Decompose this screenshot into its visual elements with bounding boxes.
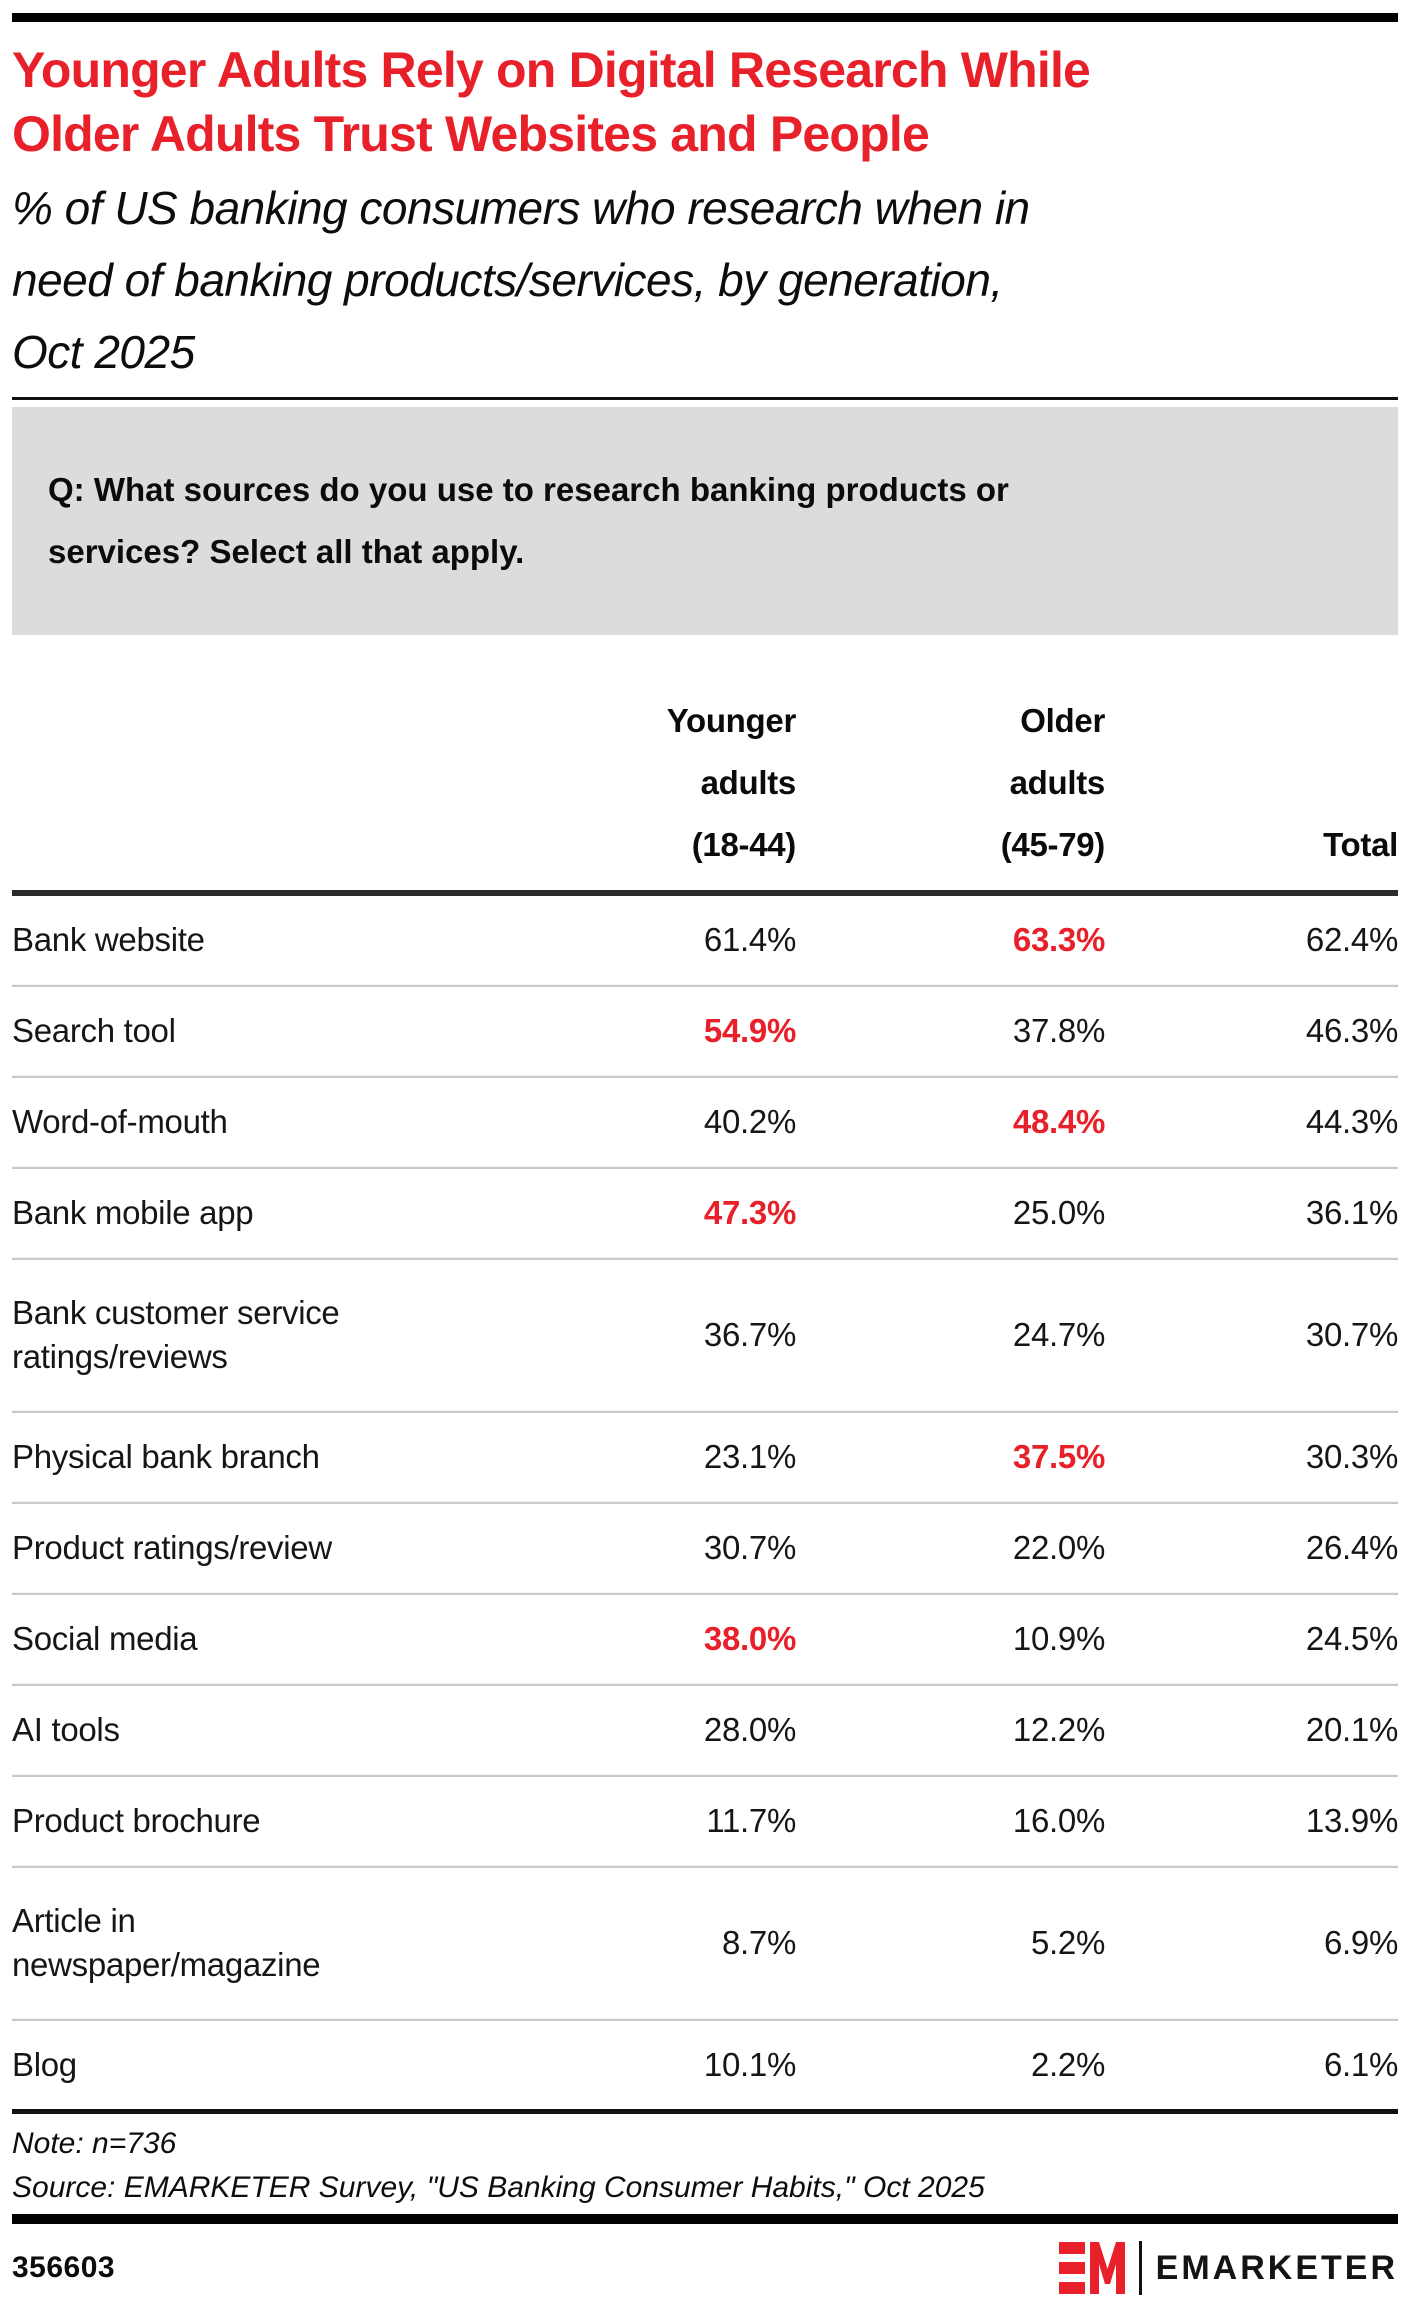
row-label: Physical bank branch <box>12 1438 320 1475</box>
cell-total: 30.3% <box>1305 1438 1398 1475</box>
cell-younger: 23.1% <box>703 1438 796 1475</box>
table-row-search-tool: Search tool 54.9% 37.8% 46.3% <box>12 987 1398 1075</box>
row-label: Product ratings/review <box>12 1529 332 1566</box>
cell-younger: 11.7% <box>706 1802 796 1839</box>
table-row-ai-tools: AI tools 28.0% 12.2% 20.1% <box>12 1686 1398 1774</box>
footer-rule <box>12 2214 1398 2224</box>
table-row-social-media: Social media 38.0% 10.9% 24.5% <box>12 1595 1398 1683</box>
cell-total: 6.1% <box>1323 2046 1398 2083</box>
cell-total: 26.4% <box>1305 1529 1398 1566</box>
cell-older: 25.0% <box>1012 1194 1105 1231</box>
row-separator <box>12 1774 1398 1777</box>
emarketer-logo: EMARKETER <box>1058 2240 1398 2296</box>
cell-total: 20.1% <box>1305 1711 1398 1748</box>
note-text: Note: n=736 <box>12 2127 177 2160</box>
cell-younger: 38.0% <box>703 1620 796 1657</box>
cell-total: 44.3% <box>1305 1103 1398 1140</box>
cell-younger: 54.9% <box>703 1012 796 1049</box>
cell-younger: 10.1% <box>703 2046 796 2083</box>
table-row-word-of-mouth: Word-of-mouth 40.2% 48.4% 44.3% <box>12 1078 1398 1166</box>
column-header-younger-adults: Younger adults (18-44) <box>666 702 797 863</box>
cell-younger: 40.2% <box>703 1103 796 1140</box>
subtitle-rule <box>12 397 1398 400</box>
survey-question-text: Q: What sources do you use to research b… <box>48 471 1009 570</box>
cell-older: 10.9% <box>1012 1620 1105 1657</box>
cell-older: 63.3% <box>1012 921 1105 958</box>
cell-total: 24.5% <box>1305 1620 1398 1657</box>
row-label: AI tools <box>12 1711 120 1748</box>
cell-younger: 30.7% <box>703 1529 796 1566</box>
row-label: Product brochure <box>12 1802 261 1839</box>
cell-older: 37.5% <box>1012 1438 1105 1475</box>
chart-title: Younger Adults Rely on Digital Research … <box>12 42 1091 162</box>
row-separator <box>12 1075 1398 1078</box>
cell-younger: 61.4% <box>703 921 796 958</box>
row-label: Bank mobile app <box>12 1194 254 1231</box>
row-label: Word-of-mouth <box>12 1103 228 1140</box>
cell-younger: 28.0% <box>703 1711 796 1748</box>
row-separator <box>12 1865 1398 1868</box>
row-separator <box>12 1410 1398 1413</box>
survey-question-box: Q: What sources do you use to research b… <box>12 407 1398 635</box>
cell-total: 30.7% <box>1305 1316 1398 1353</box>
cell-younger: 47.3% <box>703 1194 796 1231</box>
table-row-product-ratings: Product ratings/review 30.7% 22.0% 26.4% <box>12 1504 1398 1592</box>
cell-older: 12.2% <box>1012 1711 1105 1748</box>
row-separator <box>12 1166 1398 1169</box>
row-separator <box>12 2018 1398 2021</box>
table-row-article-newspaper-magazine: Article in newspaper/magazine 8.7% 5.2% … <box>12 1868 1398 2018</box>
cell-younger: 36.7% <box>703 1316 796 1353</box>
table-row-bank-website: Bank website 61.4% 63.3% 62.4% <box>12 896 1398 984</box>
row-label: Social media <box>12 1620 198 1657</box>
row-separator <box>12 984 1398 987</box>
cell-older: 37.8% <box>1012 1012 1105 1049</box>
row-separator <box>12 1257 1398 1260</box>
cell-older: 24.7% <box>1012 1316 1105 1353</box>
cell-total: 62.4% <box>1305 921 1398 958</box>
row-label: Search tool <box>12 1012 176 1049</box>
column-header-total: Total <box>1323 826 1398 863</box>
footnotes: Note: n=736 Source: EMARKETER Survey, "U… <box>12 2122 1398 2210</box>
cell-older: 22.0% <box>1012 1529 1105 1566</box>
row-separator <box>12 1501 1398 1504</box>
row-label: Bank website <box>12 921 205 958</box>
logo-divider <box>1138 2241 1142 2295</box>
top-rule <box>12 13 1398 22</box>
em-logo-icon <box>1058 2242 1125 2294</box>
column-header-older-adults: Older adults (45-79) <box>1000 702 1106 863</box>
table-bottom-rule <box>12 2109 1398 2114</box>
table-header-row: Younger adults (18-44) Older adults (45-… <box>12 647 1399 890</box>
table-row-bank-customer-service: Bank customer service ratings/reviews 36… <box>12 1260 1398 1410</box>
cell-older: 2.2% <box>1030 2046 1105 2083</box>
cell-older: 5.2% <box>1030 1924 1105 1961</box>
cell-older: 16.0% <box>1012 1802 1105 1839</box>
header-spacer <box>12 876 556 890</box>
table-row-product-brochure: Product brochure 11.7% 16.0% 13.9% <box>12 1777 1398 1865</box>
source-text: Source: EMARKETER Survey, "US Banking Co… <box>12 2171 985 2204</box>
row-separator <box>12 1592 1398 1595</box>
cell-total: 13.9% <box>1305 1802 1398 1839</box>
footer: 356603 EMARKETER <box>12 2240 1398 2296</box>
row-label: Bank customer service ratings/reviews <box>12 1294 340 1375</box>
cell-younger: 8.7% <box>721 1924 796 1961</box>
cell-total: 6.9% <box>1323 1924 1398 1961</box>
table-header-rule <box>12 890 1398 896</box>
row-label: Article in newspaper/magazine <box>12 1902 321 1983</box>
row-label: Blog <box>12 2046 77 2083</box>
chart-page: Younger Adults Rely on Digital Research … <box>0 13 1410 2296</box>
table-row-bank-mobile-app: Bank mobile app 47.3% 25.0% 36.1% <box>12 1169 1398 1257</box>
cell-total: 46.3% <box>1305 1012 1398 1049</box>
row-separator <box>12 1683 1398 1686</box>
chart-subtitle: % of US banking consumers who research w… <box>12 182 1030 378</box>
cell-total: 36.1% <box>1305 1194 1398 1231</box>
emarketer-wordmark: EMARKETER <box>1155 2248 1398 2287</box>
table-row-blog: Blog 10.1% 2.2% 6.1% <box>12 2021 1398 2109</box>
table-row-physical-bank-branch: Physical bank branch 23.1% 37.5% 30.3% <box>12 1413 1398 1501</box>
chart-id: 356603 <box>12 2251 116 2284</box>
cell-older: 48.4% <box>1012 1103 1105 1140</box>
